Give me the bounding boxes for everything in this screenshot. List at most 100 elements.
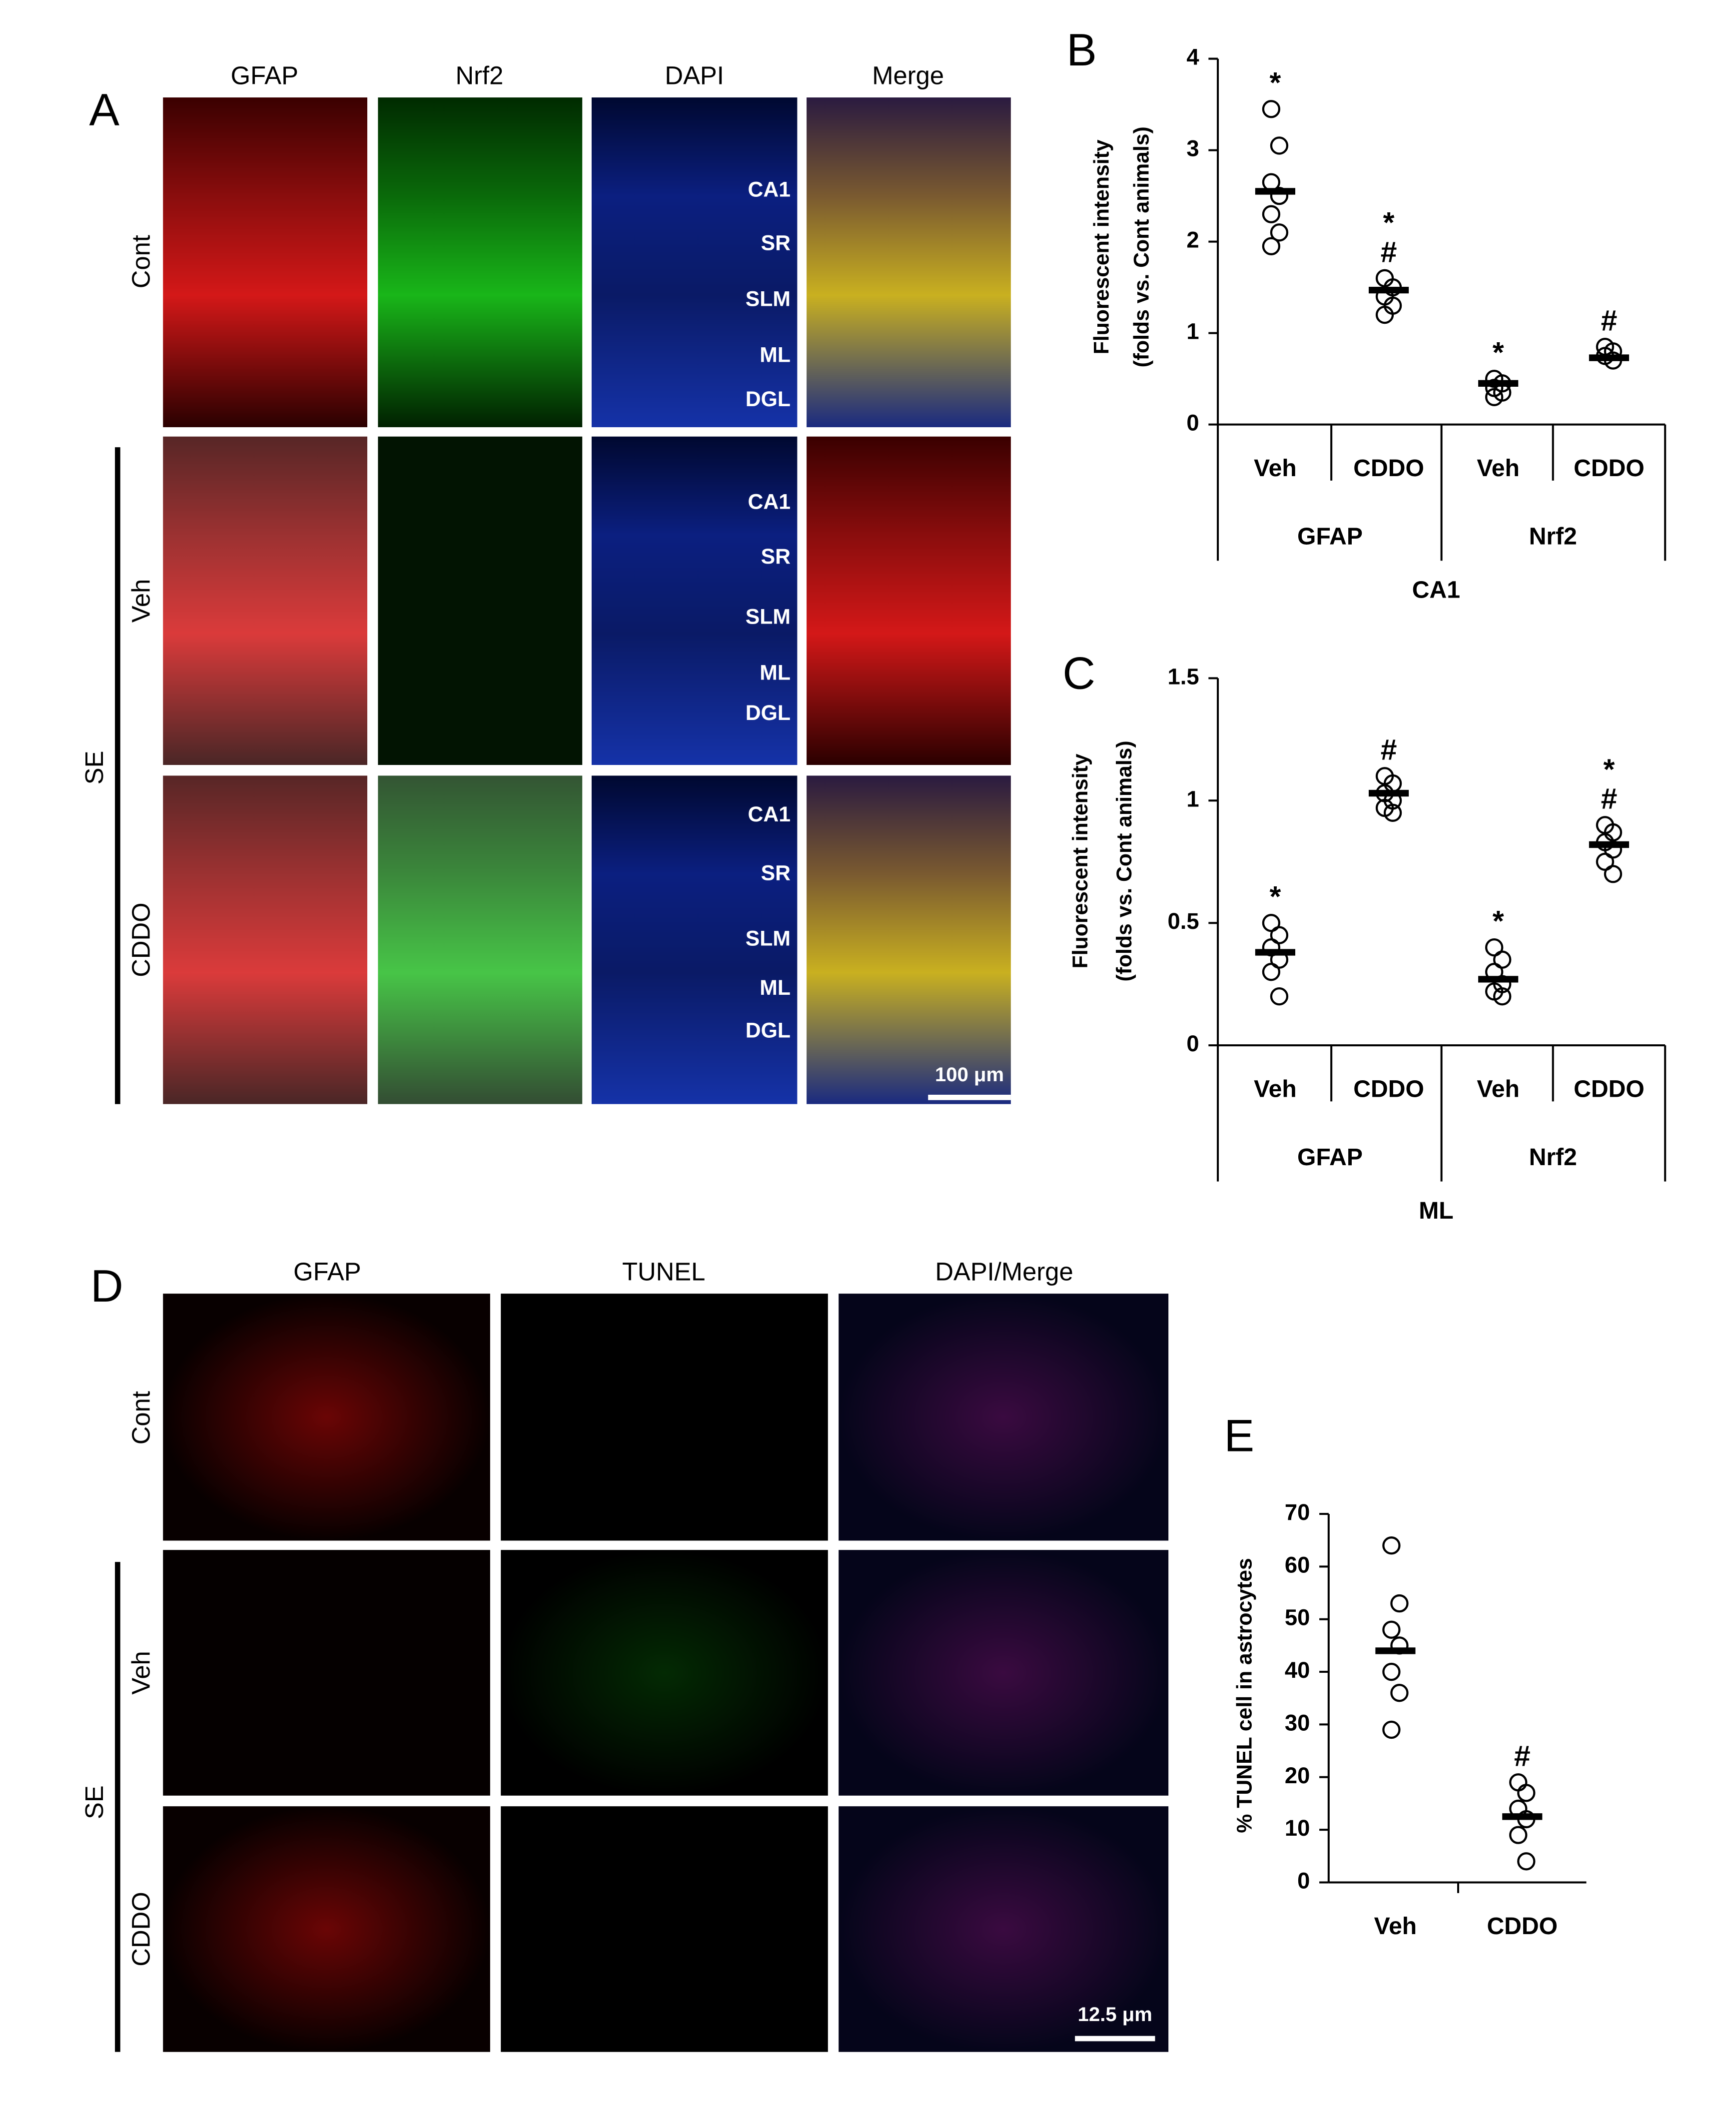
- region-label: SLM: [746, 605, 791, 629]
- x-tick-label: Veh: [1477, 1076, 1520, 1103]
- y-axis-label: Fluorescent intensity: [1068, 753, 1092, 968]
- region-label: CA1: [748, 177, 791, 201]
- data-point: [1390, 1594, 1409, 1613]
- region-label: ML: [760, 343, 791, 367]
- data-point: [1382, 1536, 1401, 1555]
- y-tick-label: 1.5: [1168, 664, 1199, 689]
- x-tick-label: CDDO: [1574, 1076, 1645, 1103]
- scale-bar-label: 12.5 μm: [1078, 2004, 1152, 2026]
- y-tick-label: 60: [1285, 1552, 1310, 1577]
- y-tick-label: 20: [1285, 1763, 1310, 1788]
- data-point: [1382, 1720, 1401, 1739]
- region-label: CA1: [748, 802, 791, 826]
- row-label: Veh: [127, 579, 155, 623]
- data-point: [1604, 865, 1623, 883]
- y-tick-label: 2: [1186, 227, 1199, 253]
- column-header: TUNEL: [622, 1257, 705, 1286]
- region-label: DGL: [746, 1019, 791, 1043]
- y-tick-label: 10: [1285, 1815, 1310, 1841]
- significance-mark: *: [1493, 337, 1504, 369]
- significance-mark: #: [1601, 783, 1618, 815]
- panel-letter: D: [90, 1261, 123, 1312]
- y-axis-label: (folds vs. Cont animals): [1130, 126, 1154, 367]
- region-label: SLM: [746, 287, 791, 311]
- row-label: Veh: [127, 1651, 155, 1695]
- y-tick-label: 30: [1285, 1710, 1310, 1735]
- x-axis-label: CA1: [1412, 576, 1460, 603]
- significance-mark: #: [1381, 734, 1397, 766]
- panel-letter: B: [1066, 25, 1097, 75]
- group-label: SE: [80, 1785, 108, 1819]
- significance-mark: *: [1603, 753, 1615, 786]
- data-point: [1262, 205, 1281, 223]
- data-point: [1517, 1852, 1536, 1871]
- y-tick-label: 0: [1186, 1031, 1199, 1056]
- column-header: DAPI: [665, 61, 724, 89]
- data-point: [1493, 987, 1512, 1006]
- group-label: SE: [80, 751, 108, 785]
- data-point: [1382, 1620, 1401, 1639]
- y-tick-label: 3: [1186, 136, 1199, 161]
- data-point: [1262, 100, 1281, 118]
- significance-mark: *: [1383, 206, 1395, 239]
- data-point: [1517, 1784, 1536, 1802]
- significance-mark: *: [1270, 881, 1281, 913]
- significance-mark: #: [1601, 305, 1618, 337]
- data-point: [1485, 388, 1504, 406]
- x-tick-label: CDDO: [1353, 455, 1424, 482]
- row-label: CDDO: [127, 902, 155, 977]
- region-label: ML: [760, 661, 791, 685]
- region-label: DGL: [746, 701, 791, 725]
- data-point: [1383, 803, 1402, 822]
- group-label: GFAP: [1297, 523, 1363, 550]
- region-label: SR: [761, 231, 791, 255]
- region-label: SR: [761, 861, 791, 885]
- y-tick-label: 0: [1297, 1868, 1310, 1893]
- y-tick-label: 4: [1186, 44, 1199, 70]
- y-tick-label: 1: [1186, 786, 1199, 811]
- x-tick-label: Veh: [1374, 1913, 1417, 1940]
- group-label: Nrf2: [1529, 1144, 1577, 1171]
- data-point: [1262, 963, 1281, 981]
- column-header: Nrf2: [456, 61, 504, 89]
- region-label: ML: [760, 976, 791, 1000]
- group-label: Nrf2: [1529, 523, 1577, 550]
- y-tick-label: 70: [1285, 1499, 1310, 1525]
- region-label: CA1: [748, 490, 791, 514]
- row-label: Cont: [127, 235, 155, 288]
- column-header: Merge: [872, 61, 944, 89]
- x-tick-label: CDDO: [1353, 1076, 1424, 1103]
- column-header: GFAP: [231, 61, 298, 89]
- x-tick-label: Veh: [1477, 455, 1520, 482]
- y-axis-label: (folds vs. Cont animals): [1112, 740, 1136, 981]
- data-point: [1382, 1662, 1401, 1681]
- y-axis-label: % TUNEL cell in astrocytes: [1232, 1558, 1256, 1833]
- panel-a-images: [115, 97, 1011, 1104]
- panel-letter: A: [89, 85, 119, 135]
- panel-letter: C: [1062, 649, 1095, 699]
- y-tick-label: 1: [1186, 319, 1199, 344]
- y-tick-label: 0: [1186, 410, 1199, 436]
- x-axis-label: ML: [1419, 1197, 1453, 1224]
- significance-mark: #: [1381, 236, 1397, 268]
- y-tick-label: 0.5: [1168, 908, 1199, 934]
- x-tick-label: CDDO: [1574, 455, 1645, 482]
- data-point: [1270, 223, 1289, 242]
- region-label: SR: [761, 545, 791, 569]
- column-header: GFAP: [293, 1257, 361, 1286]
- data-point: [1270, 987, 1289, 1006]
- data-point: [1390, 1684, 1409, 1702]
- row-label: Cont: [127, 1391, 155, 1444]
- row-label: CDDO: [127, 1892, 155, 1966]
- data-point: [1270, 186, 1289, 205]
- data-point: [1509, 1773, 1528, 1792]
- region-label: SLM: [746, 926, 791, 950]
- significance-mark: #: [1514, 1740, 1531, 1773]
- x-tick-label: Veh: [1254, 1076, 1297, 1103]
- region-label: DGL: [746, 387, 791, 411]
- significance-mark: *: [1270, 67, 1281, 99]
- y-tick-label: 50: [1285, 1605, 1310, 1630]
- data-point: [1509, 1826, 1528, 1844]
- panel-d-images: [115, 1294, 1169, 2052]
